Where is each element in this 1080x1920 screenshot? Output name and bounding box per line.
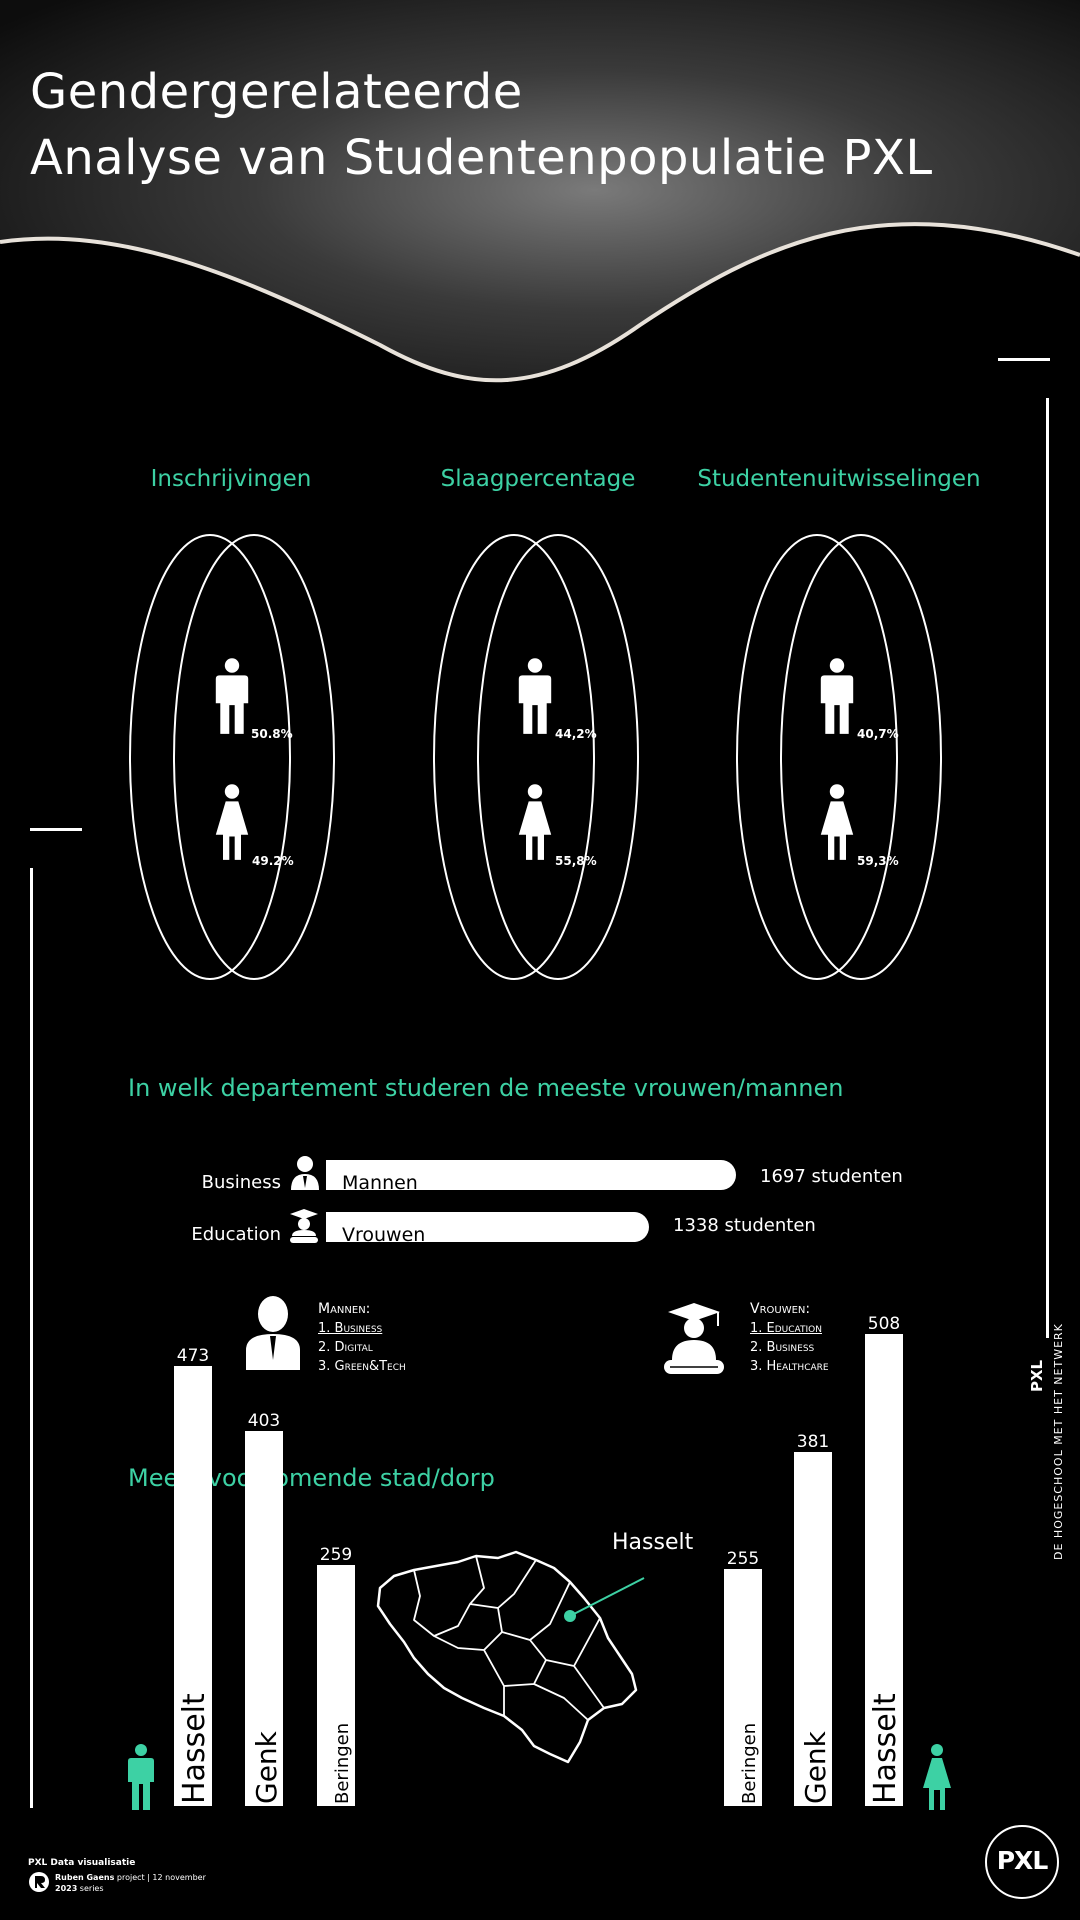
graduate-diploma-icon <box>664 1303 724 1374</box>
page-title-line-2: Analyse van Studentenpopulatie PXL <box>30 130 933 186</box>
bar-vrouwen: Vrouwen <box>326 1212 649 1246</box>
header-wave-background <box>0 0 1080 383</box>
belgium-map <box>376 1550 645 1764</box>
male-icon <box>214 654 250 740</box>
panel-2-ellipses <box>433 534 639 980</box>
women-bar-city-label: Genk <box>799 1731 832 1804</box>
men-bar-city-label: Hasselt <box>177 1693 212 1804</box>
panel-title-studentenuitwisselingen: Studentenuitwisselingen <box>697 466 981 492</box>
panel-1-ellipses <box>129 534 335 980</box>
female-icon <box>819 780 855 866</box>
frame-line-left-vertical <box>30 868 33 1808</box>
men-ranking-title: Mannen: <box>318 1301 371 1317</box>
male-icon <box>819 654 855 740</box>
women-bar-city-label: Hasselt <box>868 1693 903 1804</box>
pxl-logo-text: PXL <box>996 1846 1049 1875</box>
male-accent-icon <box>128 1744 154 1810</box>
men-bar <box>174 1366 212 1806</box>
footer-line-3: 2023 series <box>55 1884 104 1893</box>
women-bar <box>865 1334 903 1806</box>
women-bar-value: 508 <box>867 1314 901 1334</box>
bar-group-label: Mannen <box>342 1172 418 1194</box>
panel-title-inschrijvingen: Inschrijvingen <box>150 466 312 492</box>
female-percentage: 59,3% <box>857 854 899 868</box>
women-bar <box>724 1569 762 1806</box>
bar-mannen: Mannen <box>326 1160 736 1194</box>
female-percentage: 49.2% <box>252 854 294 868</box>
men-bar-city-label: Beringen <box>332 1722 353 1804</box>
frame-line-left-horizontal <box>30 828 82 831</box>
bar-label-education: Education <box>191 1224 281 1245</box>
female-icon <box>517 780 553 866</box>
female-icon <box>214 780 250 866</box>
man-bust-icon <box>246 1296 300 1370</box>
female-percentage: 55,8% <box>555 854 597 868</box>
women-ranking-title: Vrouwen: <box>750 1301 811 1317</box>
male-icon <box>517 654 553 740</box>
businessman-icon <box>291 1156 319 1190</box>
panel-3-ellipses <box>736 534 942 980</box>
women-bar <box>794 1452 832 1806</box>
footer-year: 2023 <box>55 1884 78 1893</box>
panel-title-slaagpercentage: Slaagpercentage <box>440 466 636 492</box>
men-ranking-item: 3. Green&Tech <box>318 1359 406 1374</box>
pxl-logo <box>985 1825 1059 1899</box>
bar-value-mannen: 1697 studenten <box>760 1166 903 1187</box>
men-ranking: Mannen: 1. Business 2. Digital 3. Green&… <box>318 1300 406 1376</box>
author-logo-icon <box>29 1872 49 1892</box>
graduate-icon <box>290 1209 318 1243</box>
men-bar-value: 473 <box>176 1346 210 1366</box>
female-accent-icon <box>923 1744 951 1810</box>
side-tagline: DE HOGESCHOOL MET HET NETWERK <box>1052 1323 1065 1560</box>
men-ranking-item: 2. Digital <box>318 1340 373 1355</box>
women-ranking-item: 3. Healthcare <box>750 1359 829 1374</box>
map-label-hasselt: Hasselt <box>612 1530 694 1555</box>
page-title-line-1: Gendergerelateerde <box>30 64 523 120</box>
male-percentage: 40,7% <box>857 727 899 741</box>
department-heading: In welk departement studeren de meeste v… <box>128 1074 844 1102</box>
women-ranking: Vrouwen: 1. Education 2. Business 3. Hea… <box>750 1300 829 1376</box>
men-bar-value: 259 <box>319 1545 353 1565</box>
frame-line-right-vertical <box>1046 398 1049 1338</box>
male-percentage: 50.8% <box>251 727 293 741</box>
footer-line-1: PXL Data visualisatie <box>28 1858 136 1868</box>
side-logo-text: PXL <box>1028 1359 1046 1392</box>
men-bar-value: 403 <box>247 1411 281 1431</box>
women-bar-city-label: Beringen <box>739 1722 760 1804</box>
footer-series: series <box>77 1884 104 1893</box>
footer-project: project | 12 november <box>114 1873 206 1882</box>
women-ranking-item: 2. Business <box>750 1340 815 1355</box>
male-percentage: 44,2% <box>555 727 597 741</box>
frame-line-top-right <box>998 358 1050 361</box>
men-bar <box>317 1565 355 1806</box>
bar-value-vrouwen: 1338 studenten <box>673 1215 816 1236</box>
bar-group-label: Vrouwen <box>342 1224 426 1246</box>
footer-line-2: Ruben Gaens project | 12 november <box>55 1873 206 1882</box>
women-bar-value: 381 <box>796 1432 830 1452</box>
women-bar-value: 255 <box>726 1549 760 1569</box>
men-bar <box>245 1431 283 1806</box>
footer-author: Ruben Gaens <box>55 1873 115 1882</box>
men-ranking-item: 1. Business <box>318 1321 383 1336</box>
bar-label-business: Business <box>201 1172 281 1193</box>
women-ranking-item: 1. Education <box>750 1321 822 1336</box>
men-bar-city-label: Genk <box>250 1731 283 1804</box>
